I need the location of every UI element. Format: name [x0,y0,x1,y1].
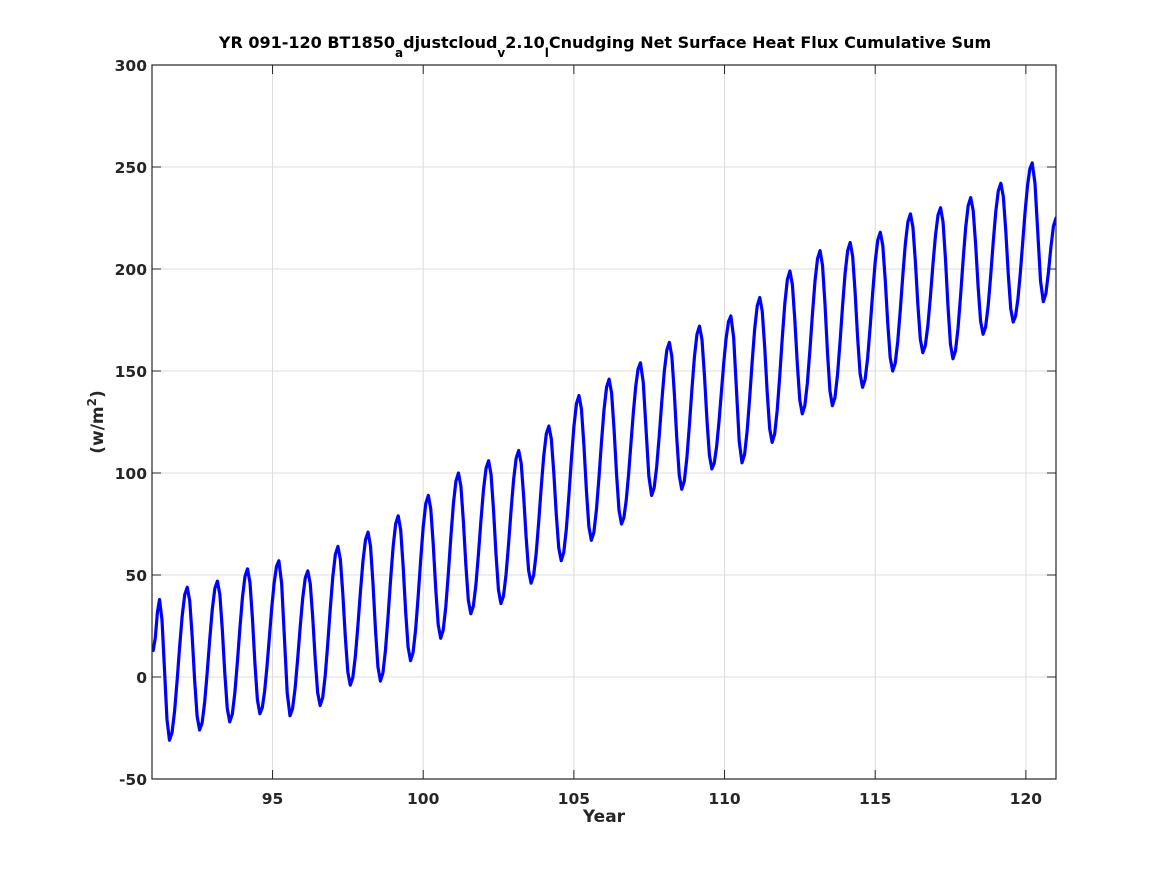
x-tick-label: 100 [407,790,440,808]
x-tick-label: 110 [708,790,741,808]
x-tick-label: 120 [1010,790,1043,808]
y-tick-label: -50 [119,771,147,789]
y-axis-label: (w/m2) [85,390,108,454]
title-part-3: 2.10 [505,33,544,52]
title-sub-3: l [545,46,549,60]
title-part-2: djustcloud [403,33,497,52]
tick-layer: 95 100 105 110 115 120 -50 0 50 100 150 200 250 300 [115,57,1056,808]
title-sub-1: a [395,46,403,60]
x-tick-label: 95 [262,790,284,808]
series-line [152,161,1056,742]
y-tick-label: 100 [115,465,148,483]
y-axis-label-sup: 2 [85,398,99,406]
series-layer [152,161,1056,742]
y-axis-label-base: (w/m [88,406,108,453]
chart-title: YR 091-120 BT1850adjustcloudv2.10lCnudgi… [218,33,991,60]
y-tick-label: 0 [136,669,147,687]
title-sub-2: v [497,46,505,60]
x-axis-label: Year [582,807,626,827]
x-tick-label: 105 [558,790,590,808]
y-tick-label: 200 [115,261,148,279]
title-part-4: Cnudging Net Surface Heat Flux Cumulativ… [549,33,991,52]
plot-frame [151,64,1057,780]
y-axis-label-close: ) [88,390,108,398]
title-part-1: YR 091-120 BT1850 [218,33,395,52]
y-tick-label: 300 [115,57,148,75]
y-tick-label: 50 [125,567,147,585]
x-tick-label: 115 [859,790,891,808]
y-tick-label: 250 [115,159,148,177]
y-tick-label: 150 [115,363,148,381]
